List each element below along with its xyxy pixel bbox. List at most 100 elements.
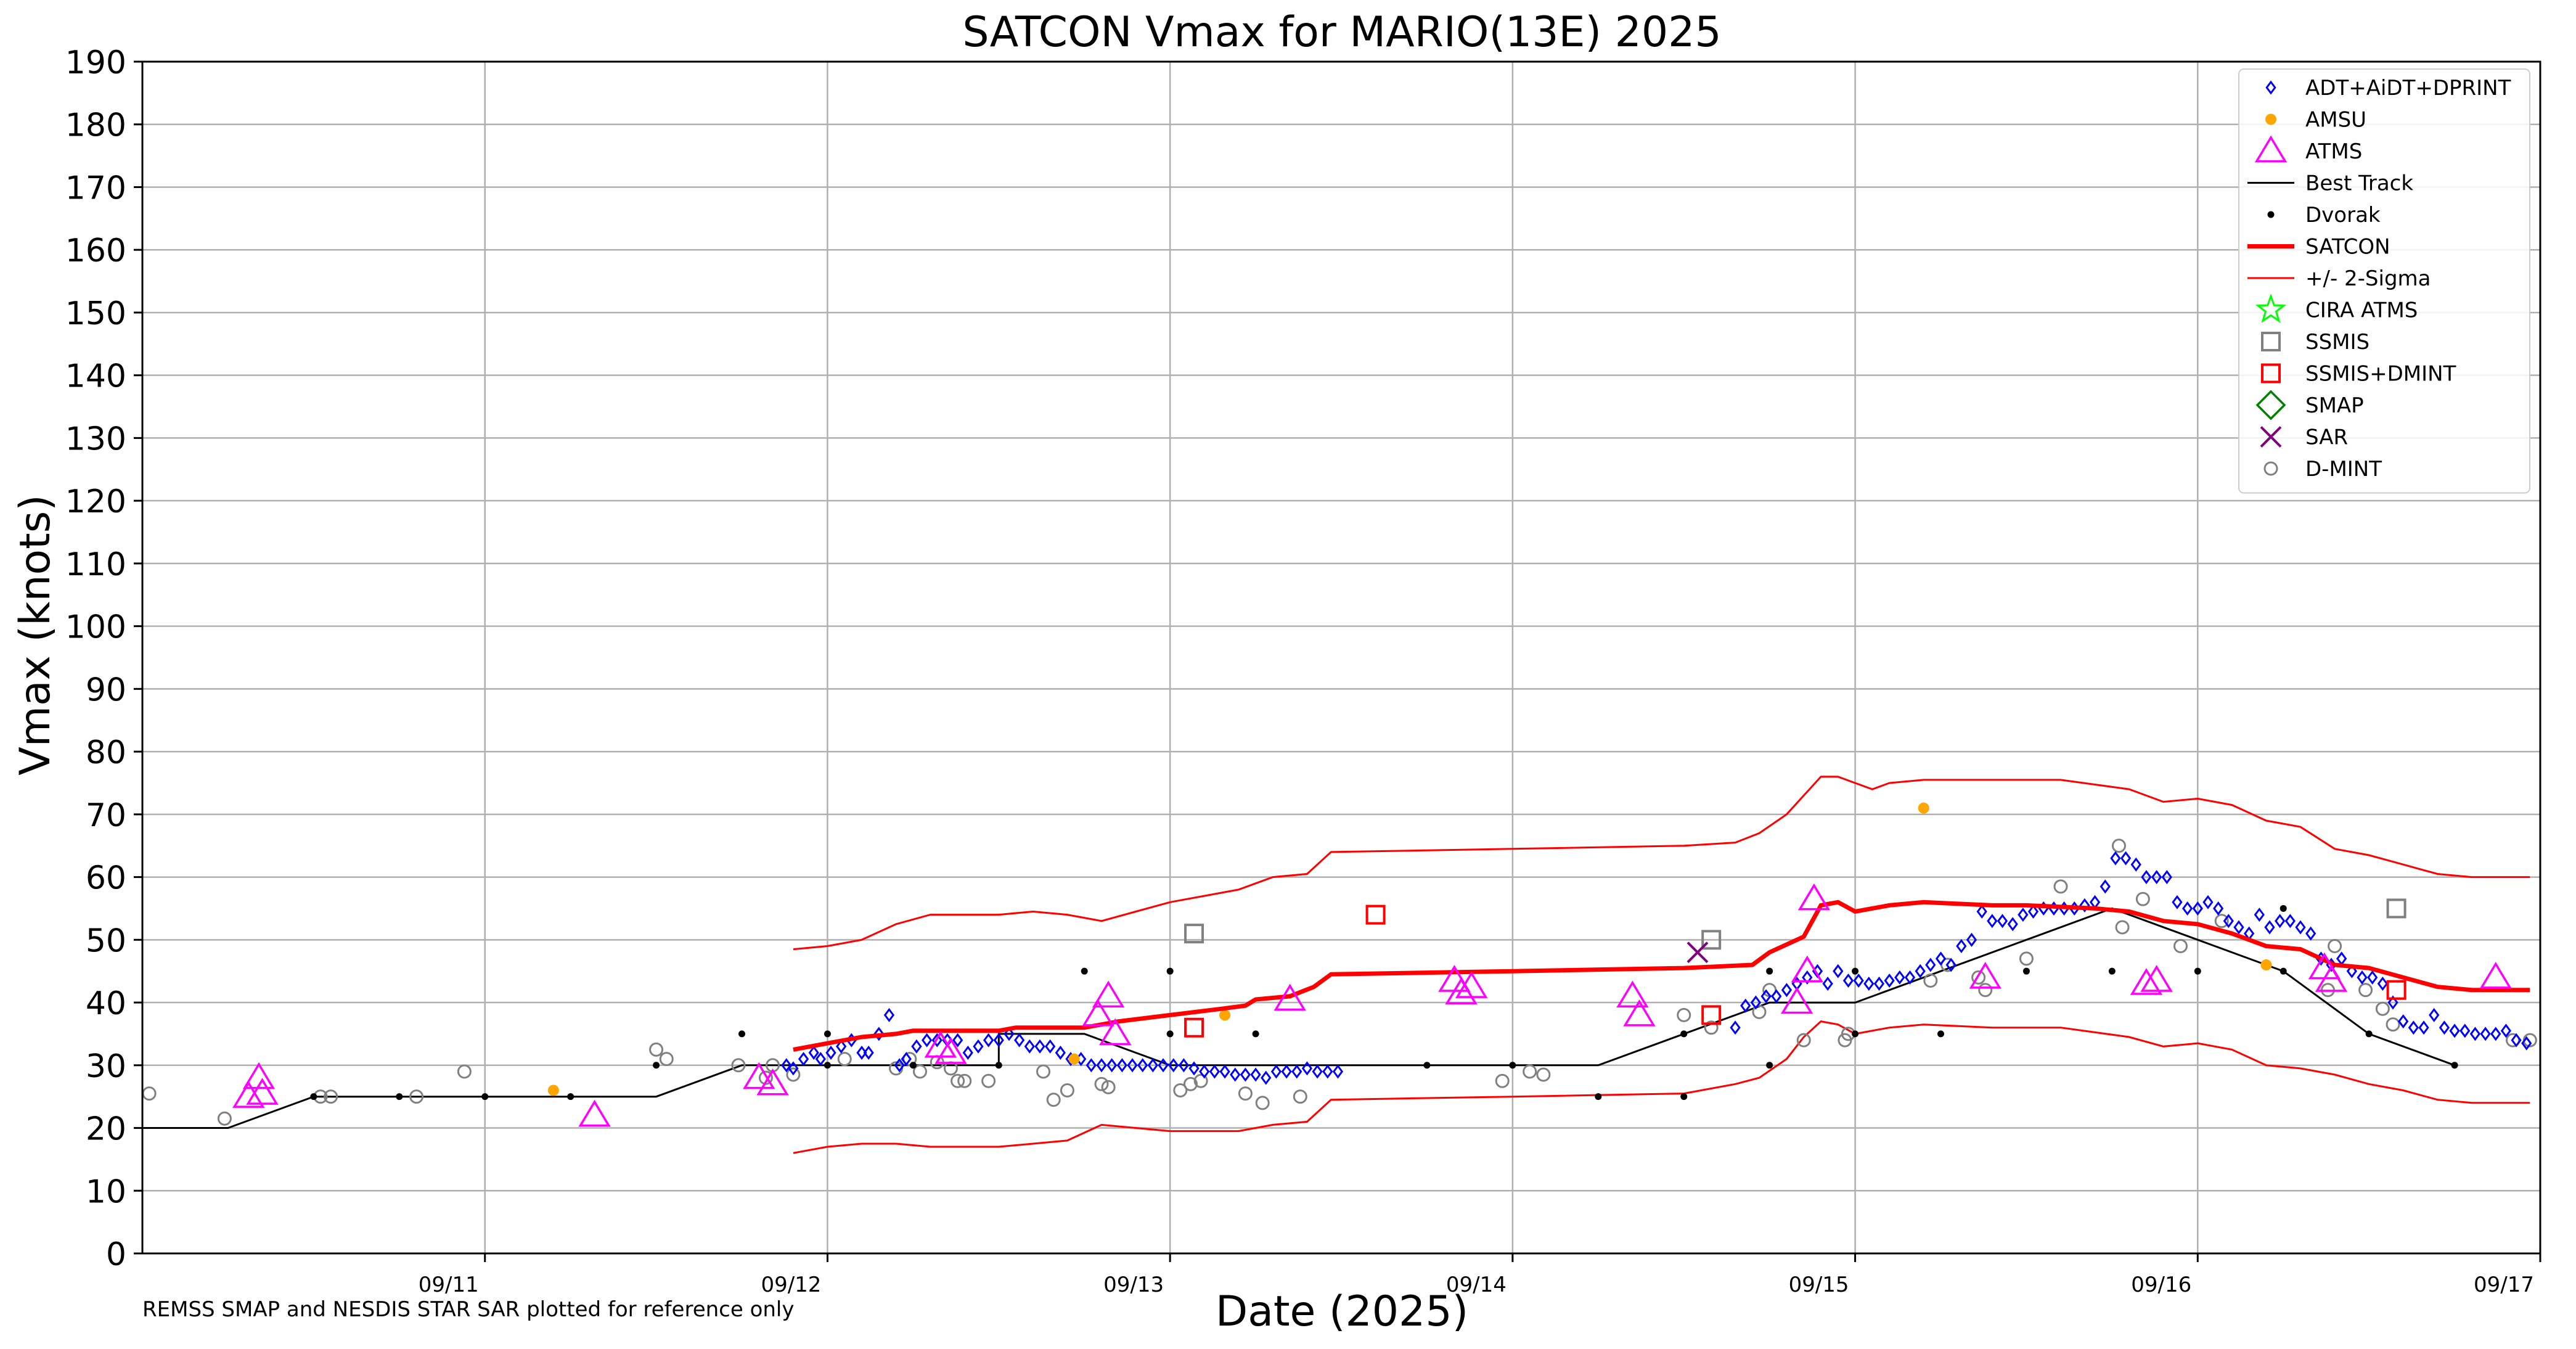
adt-point	[2202, 895, 2214, 909]
adt-point	[1915, 964, 1926, 978]
dvorak-point	[1680, 1093, 1688, 1101]
dmint-point	[1704, 1020, 1719, 1035]
legend-label: CIRA ATMS	[2305, 298, 2418, 323]
legend-label: ATMS	[2305, 139, 2362, 164]
adt-point	[2500, 1023, 2512, 1038]
adt-point	[1873, 977, 1885, 991]
legend-swatch-ssmis-dmint	[2261, 363, 2281, 383]
dmint-point	[2173, 938, 2188, 953]
adt-point	[2161, 870, 2172, 885]
dmint-point	[1255, 1096, 1270, 1110]
dvorak-point	[995, 1062, 1002, 1069]
dmint-point	[1036, 1064, 1051, 1079]
adt-point	[1760, 989, 1772, 1004]
ssmis-dmint-point	[1701, 1005, 1722, 1025]
sigma-upper-line	[793, 776, 2530, 951]
adt-point	[1055, 1045, 1066, 1060]
atms-point	[1780, 986, 1813, 1014]
adt-point	[1086, 1058, 1097, 1073]
adt-point	[1137, 1058, 1148, 1073]
adt-point	[2387, 995, 2398, 1010]
adt-point	[2018, 908, 2029, 922]
adt-point	[2305, 926, 2316, 941]
adt-point	[1863, 977, 1875, 991]
y-tick-label: 140	[65, 358, 126, 395]
adt-point	[1925, 957, 1936, 972]
dmint-point	[1523, 1064, 1537, 1079]
adt-point	[856, 1045, 867, 1060]
legend-label: Best Track	[2305, 171, 2413, 196]
dmint-point	[659, 1052, 674, 1067]
y-tick-label: 160	[65, 232, 126, 269]
dmint-point	[1923, 973, 1938, 988]
y-tick-label: 100	[65, 609, 126, 646]
adt-point	[2120, 851, 2132, 866]
dmint-point	[1101, 1080, 1116, 1094]
adt-point	[1987, 914, 1998, 929]
y-axis-label: Vmax (knots)	[11, 494, 60, 776]
dmint-point	[2386, 1017, 2400, 1032]
adt-point	[1158, 1058, 1169, 1073]
adt-point	[2490, 1027, 2501, 1041]
dvorak-point	[2451, 1062, 2458, 1069]
dvorak-point	[1852, 967, 1859, 975]
atms-point	[242, 1062, 276, 1089]
x-tick-label: 09/13	[1103, 1273, 1164, 1297]
adt-point	[1106, 1058, 1118, 1073]
dvorak-point	[567, 1093, 574, 1101]
dvorak-point	[1852, 1030, 1859, 1038]
dvorak-point	[909, 1062, 917, 1069]
adt-point	[901, 1052, 912, 1067]
adt-point	[836, 1039, 847, 1054]
dmint-point	[912, 1064, 927, 1079]
adt-point	[788, 1061, 799, 1076]
adt-point	[1261, 1070, 1272, 1085]
adt-point	[2469, 1027, 2481, 1041]
sar-point	[1687, 941, 1709, 964]
atms-point	[1445, 977, 1478, 1005]
dmint-point	[324, 1089, 338, 1104]
legend-label: Dvorak	[2305, 203, 2381, 228]
dmint-point	[1495, 1073, 1510, 1088]
adt-point	[2346, 964, 2357, 978]
adt-point	[2398, 1014, 2409, 1029]
ssmis-point	[1184, 924, 1204, 944]
adt-point	[911, 1039, 922, 1054]
adt-point	[2181, 901, 2193, 916]
dmint-point	[217, 1111, 232, 1126]
dmint-point	[2019, 951, 2034, 966]
dmint-point	[1677, 1007, 1691, 1022]
legend-swatch	[2254, 135, 2288, 163]
adt-point	[1199, 1064, 1210, 1079]
dmint-point	[2328, 938, 2342, 953]
x-axis-label: Date (2025)	[1216, 1287, 1468, 1336]
adt-point	[1312, 1064, 1323, 1079]
adt-point	[1740, 998, 1751, 1013]
dvorak-point	[2108, 967, 2116, 975]
adt-point	[1802, 970, 1813, 985]
dvorak-point	[310, 1093, 317, 1101]
legend-label: SATCON	[2305, 235, 2390, 260]
y-tick-label: 60	[86, 860, 126, 897]
atms-point	[578, 1099, 611, 1127]
adt-point	[2511, 1033, 2522, 1048]
adt-point	[2429, 1007, 2440, 1022]
adt-point	[1014, 1033, 1025, 1048]
x-tick-label: 09/14	[1446, 1273, 1507, 1297]
dmint-point	[1193, 1073, 1208, 1088]
dmint-point	[837, 1052, 852, 1067]
footnote: REMSS SMAP and NESDIS STAR SAR plotted f…	[142, 1297, 795, 1322]
legend-label: SAR	[2305, 425, 2348, 450]
adt-point	[2254, 908, 2265, 922]
atms-point	[1797, 883, 1831, 911]
adt-point	[2275, 914, 2286, 929]
adt-point	[2459, 1023, 2471, 1038]
adt-point	[983, 1033, 994, 1048]
adt-point	[1945, 957, 1957, 972]
amsu-point	[1219, 1009, 1231, 1021]
dvorak-point	[2280, 904, 2287, 912]
legend-label: AMSU	[2305, 108, 2366, 133]
atms-point	[2479, 961, 2512, 989]
